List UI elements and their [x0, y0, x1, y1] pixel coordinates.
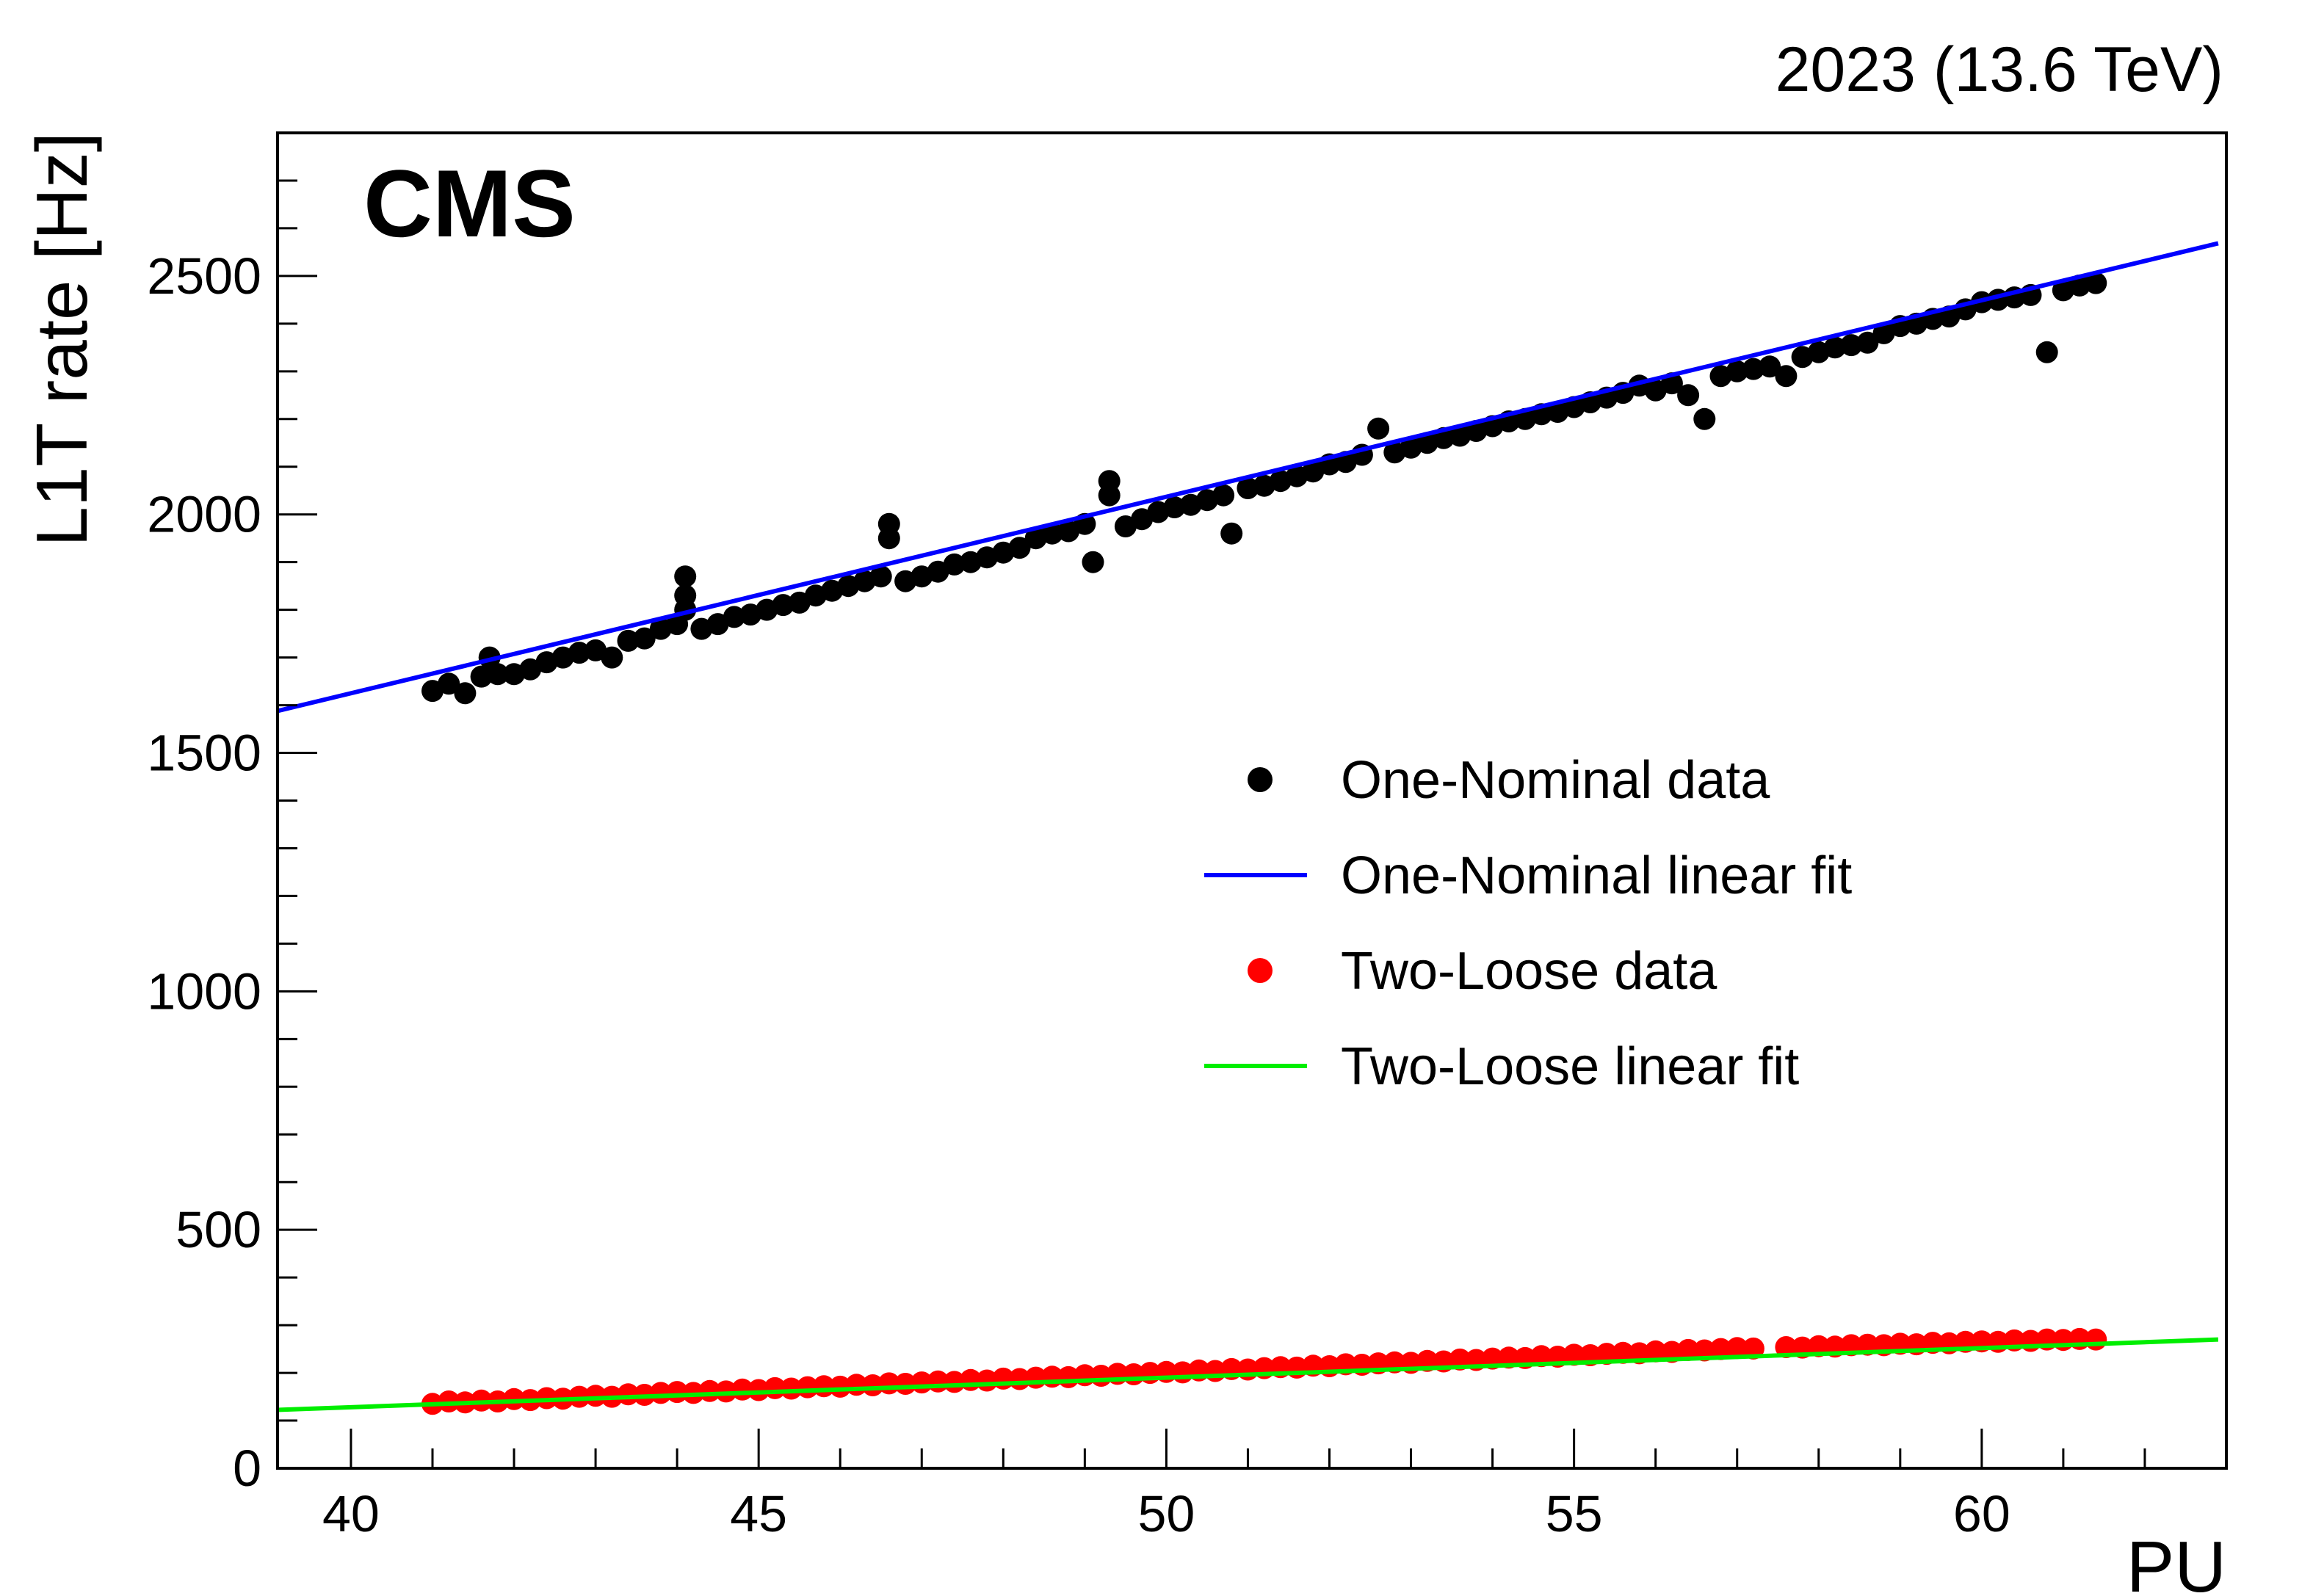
two-loose-linear-fit-line — [277, 1337, 2219, 1412]
x-tick-label: 40 — [322, 1485, 380, 1542]
one-nominal-data-point — [1367, 417, 1390, 440]
one-nominal-data-point — [772, 594, 794, 617]
one-nominal-data-point — [1098, 470, 1121, 493]
one-nominal-linear-fit-series — [277, 241, 2219, 714]
legend: One-Nominal data One-Nominal linear fit Tw… — [1204, 751, 1852, 1096]
one-nominal-data-point — [617, 629, 640, 652]
series-layer — [277, 241, 2219, 1415]
one-nominal-data-point — [2035, 341, 2058, 363]
two-loose-data-point — [780, 1377, 803, 1400]
one-nominal-data-point — [1726, 360, 1748, 382]
one-nominal-data-point — [1840, 334, 1863, 357]
one-nominal-data-point — [1677, 384, 1700, 407]
two-loose-data-point — [1563, 1343, 1585, 1366]
one-nominal-data-point — [1212, 484, 1235, 507]
one-nominal-data-point — [454, 682, 477, 705]
legend-entry-one-nominal-data: One-Nominal data — [1248, 751, 1770, 810]
one-nominal-data-point — [1856, 331, 1879, 354]
one-nominal-data-point — [1742, 358, 1764, 380]
legend-label: Two-Loose linear fit — [1341, 1037, 1799, 1096]
one-nominal-data-point — [1775, 365, 1798, 388]
one-nominal-data-point — [568, 642, 590, 664]
two-loose-data-point — [1709, 1338, 1732, 1360]
one-nominal-data-point — [2085, 272, 2107, 294]
one-nominal-data-point — [438, 672, 460, 695]
two-loose-data-point — [1726, 1337, 1748, 1360]
two-loose-linear-fit-series — [277, 1337, 2219, 1412]
legend-label: One-Nominal data — [1341, 751, 1770, 810]
legend-marker — [1248, 767, 1273, 792]
two-loose-data-point — [829, 1375, 852, 1398]
two-loose-data-point — [861, 1374, 884, 1396]
legend-entry-one-nominal-linear-fit: One-Nominal linear fit — [1204, 846, 1852, 905]
two-loose-data-point — [2085, 1328, 2107, 1351]
ticks-layer: 40 45 50 55 60 0 500 1000 1500 2000 2500 — [147, 131, 2228, 1542]
one-nominal-data-point — [470, 665, 493, 688]
y-tick-label: 2000 — [147, 486, 261, 543]
one-nominal-data-point — [486, 663, 509, 686]
one-nominal-data-point — [943, 553, 966, 576]
x-tick-label: 45 — [730, 1485, 787, 1542]
two-loose-data-point — [1775, 1336, 1798, 1358]
x-axis-title: PU — [2126, 1526, 2226, 1596]
one-nominal-data-point — [674, 565, 697, 588]
one-nominal-data-point — [1824, 336, 1846, 359]
legend-entry-two-loose-linear-fit: Two-Loose linear fit — [1204, 1037, 1799, 1096]
one-nominal-data-point — [1759, 355, 1781, 378]
two-loose-data-point — [1677, 1338, 1700, 1361]
one-nominal-data-point — [1082, 551, 1104, 573]
one-nominal-linear-fit-line — [277, 241, 2219, 714]
y-tick-label: 1000 — [147, 962, 261, 1020]
one-nominal-data-point — [1008, 537, 1031, 559]
one-nominal-data-point — [1163, 496, 1186, 518]
one-nominal-data-series — [421, 272, 2107, 705]
one-nominal-data-point — [1220, 522, 1243, 545]
two-loose-data-point — [438, 1390, 460, 1412]
energy-label: 2023 (13.6 TeV) — [1776, 35, 2223, 105]
y-tick-label: 0 — [233, 1440, 261, 1497]
one-nominal-data-point — [633, 627, 656, 650]
y-tick-label: 1500 — [147, 725, 261, 782]
legend-entry-two-loose-data: Two-Loose data — [1248, 942, 1717, 1001]
one-nominal-data-point — [1237, 477, 1259, 499]
one-nominal-data-point — [674, 584, 697, 607]
two-loose-data-point — [649, 1382, 672, 1404]
y-tick-label: 2500 — [147, 247, 261, 305]
x-tick-label: 50 — [1137, 1485, 1195, 1542]
one-nominal-data-point — [877, 512, 900, 535]
x-tick-label: 55 — [1546, 1485, 1603, 1542]
one-nominal-data-point — [601, 646, 623, 669]
cms-label: CMS — [363, 150, 576, 257]
legend-label: One-Nominal linear fit — [1341, 846, 1852, 905]
two-loose-data-point — [748, 1379, 770, 1401]
two-loose-data-point — [1612, 1341, 1635, 1364]
two-loose-data-point — [617, 1383, 640, 1406]
legend-marker — [1248, 958, 1273, 983]
two-loose-data-point — [584, 1385, 607, 1407]
legend-label: Two-Loose data — [1341, 942, 1717, 1001]
x-tick-label: 60 — [1953, 1485, 2010, 1542]
one-nominal-data-point — [1693, 407, 1716, 430]
two-loose-data-point — [1644, 1340, 1667, 1363]
y-axis-title: L1T rate [Hz] — [21, 132, 102, 547]
y-tick-label: 500 — [175, 1201, 261, 1258]
one-nominal-data-point — [723, 606, 745, 628]
one-nominal-data-point — [1040, 522, 1063, 545]
one-nominal-data-point — [869, 565, 892, 588]
